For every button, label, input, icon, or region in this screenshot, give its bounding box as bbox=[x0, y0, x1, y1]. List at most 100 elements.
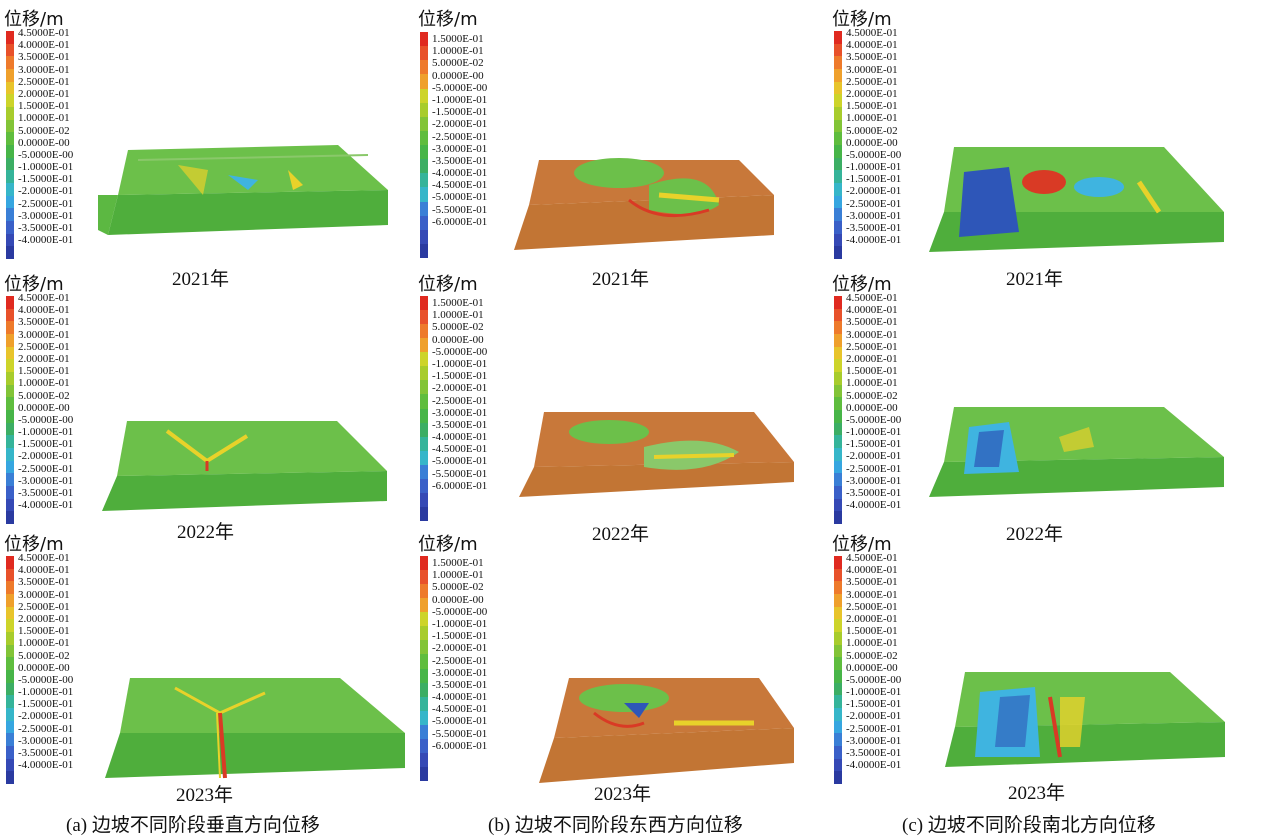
colorbar-step bbox=[6, 144, 14, 158]
colorbar-step bbox=[834, 619, 842, 632]
model-c-2022 bbox=[929, 407, 1224, 497]
colorbar-label: -1.0000E-01 bbox=[432, 617, 488, 630]
colorbar-label: -1.0000E-01 bbox=[432, 357, 488, 370]
colorbar-label: -3.5000E-01 bbox=[18, 487, 74, 499]
colorbar-label: 3.0000E-01 bbox=[846, 588, 898, 601]
colorbar-label: -1.0000E-01 bbox=[846, 161, 902, 174]
year-label: 2021年 bbox=[172, 269, 230, 290]
colorbar bbox=[420, 296, 428, 521]
colorbar-step bbox=[834, 720, 842, 734]
colorbar-label: -5.0000E-00 bbox=[18, 148, 74, 161]
colorbar-step bbox=[420, 450, 428, 465]
colorbar-label: 4.5000E-01 bbox=[846, 292, 898, 304]
colorbar-label: 3.5000E-01 bbox=[18, 576, 70, 589]
colorbar-step bbox=[834, 473, 842, 486]
unit-title: 位移/m bbox=[418, 534, 478, 555]
colorbar-label: 1.0000E-01 bbox=[18, 377, 70, 390]
caption-a: (a) 边坡不同阶段垂直方向位移 bbox=[66, 815, 320, 836]
colorbar-label: 2.0000E-01 bbox=[18, 612, 70, 625]
colorbar-step bbox=[420, 612, 428, 627]
colorbar-label: 1.0000E-01 bbox=[432, 309, 484, 322]
colorbar-label: -5.0000E-00 bbox=[432, 605, 488, 618]
colorbar-step bbox=[420, 296, 428, 311]
colorbar-step bbox=[420, 668, 428, 683]
colorbar-label: -3.0000E-01 bbox=[846, 474, 902, 487]
colorbar-step bbox=[834, 119, 842, 133]
colorbar-step bbox=[6, 308, 14, 322]
colorbar-label: -5.5000E-01 bbox=[432, 467, 488, 480]
colorbar-label: 2.0000E-01 bbox=[846, 352, 898, 365]
caption-b: (b) 边坡不同阶段东西方向位移 bbox=[488, 815, 743, 836]
colorbar-step bbox=[420, 380, 428, 395]
panel-a-2023: 位移/m 4.5000E-01 4.0000E-01 3.5000E-01 3.000… bbox=[0, 530, 405, 806]
colorbar-step bbox=[420, 32, 428, 47]
colorbar-label: 2.0000E-01 bbox=[846, 87, 898, 100]
colorbar-label: -2.5000E-01 bbox=[18, 197, 74, 210]
colorbar-label: -1.5000E-01 bbox=[432, 370, 488, 383]
colorbar-step bbox=[420, 654, 428, 669]
year-label: 2022年 bbox=[1006, 524, 1064, 545]
colorbar-label: -2.5000E-01 bbox=[432, 654, 488, 667]
colorbar-label: 4.0000E-01 bbox=[18, 564, 70, 577]
colorbar-label: -2.0000E-01 bbox=[432, 642, 488, 655]
colorbar-step bbox=[6, 333, 14, 347]
colorbar-label: -5.0000E-00 bbox=[432, 345, 488, 358]
colorbar-label: -4.0000E-01 bbox=[846, 759, 902, 772]
model-b-2022 bbox=[519, 412, 794, 497]
colorbar-step bbox=[834, 435, 842, 448]
colorbar-label: -2.5000E-01 bbox=[846, 722, 902, 735]
colorbar-step bbox=[6, 170, 14, 183]
colorbar-step bbox=[420, 130, 428, 145]
colorbar-label: 1.5000E-01 bbox=[432, 557, 484, 569]
colorbar-step bbox=[420, 310, 428, 325]
colorbar-step bbox=[834, 593, 842, 607]
colorbar-label: -1.5000E-01 bbox=[846, 698, 902, 711]
colorbar-step bbox=[834, 68, 842, 82]
colorbar-label: -5.5000E-01 bbox=[432, 727, 488, 740]
colorbar-label: 2.5000E-01 bbox=[846, 75, 898, 88]
colorbar-label: -5.0000E-00 bbox=[846, 673, 902, 686]
colorbar-label: -3.0000E-01 bbox=[432, 142, 488, 155]
colorbar-step bbox=[420, 682, 428, 697]
panel-b-2023: 位移/m 1.5000E-01 1.0000E-01 5.0000E-02 0.000… bbox=[414, 530, 814, 805]
colorbar-step bbox=[6, 409, 14, 423]
colorbar-step bbox=[834, 195, 842, 209]
colorbar-label: -1.0000E-01 bbox=[18, 161, 74, 174]
colorbar-label: -1.5000E-01 bbox=[18, 698, 74, 711]
colorbar-label: -4.0000E-01 bbox=[18, 499, 74, 512]
colorbar-label: 5.0000E-02 bbox=[432, 57, 484, 70]
colorbar-step bbox=[6, 321, 14, 334]
colorbar-step bbox=[6, 695, 14, 708]
colorbar-step bbox=[6, 511, 14, 524]
unit-title: 位移/m bbox=[4, 534, 64, 555]
colorbar-step bbox=[6, 568, 14, 582]
colorbar-step bbox=[6, 157, 14, 171]
colorbar-label: -3.5000E-01 bbox=[846, 222, 902, 234]
colorbar-label: -2.0000E-01 bbox=[846, 710, 902, 723]
colorbar-label: 5.0000E-02 bbox=[432, 581, 484, 594]
colorbar-step bbox=[834, 132, 842, 145]
colorbar-step bbox=[420, 215, 428, 230]
colorbar-step bbox=[6, 758, 14, 772]
colorbar-step bbox=[420, 710, 428, 725]
colorbar-label: -1.0000E-01 bbox=[846, 686, 902, 699]
colorbar-labels: 4.5000E-01 4.0000E-01 3.5000E-01 3.0000E-01… bbox=[18, 552, 73, 771]
colorbar-label: 5.0000E-02 bbox=[18, 389, 70, 402]
colorbar-step bbox=[834, 669, 842, 683]
colorbar-step bbox=[420, 394, 428, 409]
colorbar-step bbox=[420, 173, 428, 188]
colorbar-label: -1.5000E-01 bbox=[846, 173, 902, 186]
colorbar-label: 3.5000E-01 bbox=[846, 316, 898, 329]
colorbar-label: -6.0000E-01 bbox=[432, 215, 488, 228]
colorbar-label: -3.5000E-01 bbox=[18, 747, 74, 759]
colorbar-label: -6.0000E-01 bbox=[432, 739, 488, 752]
colorbar-label: 1.0000E-01 bbox=[846, 112, 898, 125]
model-a-2022 bbox=[102, 421, 387, 511]
colorbar-label: -2.0000E-01 bbox=[846, 185, 902, 198]
colorbar-label: 2.5000E-01 bbox=[846, 340, 898, 353]
colorbar-label: 2.5000E-01 bbox=[18, 75, 70, 88]
colorbar-label: -3.0000E-01 bbox=[18, 209, 74, 222]
colorbar-step bbox=[834, 733, 842, 746]
colorbar bbox=[834, 31, 842, 259]
